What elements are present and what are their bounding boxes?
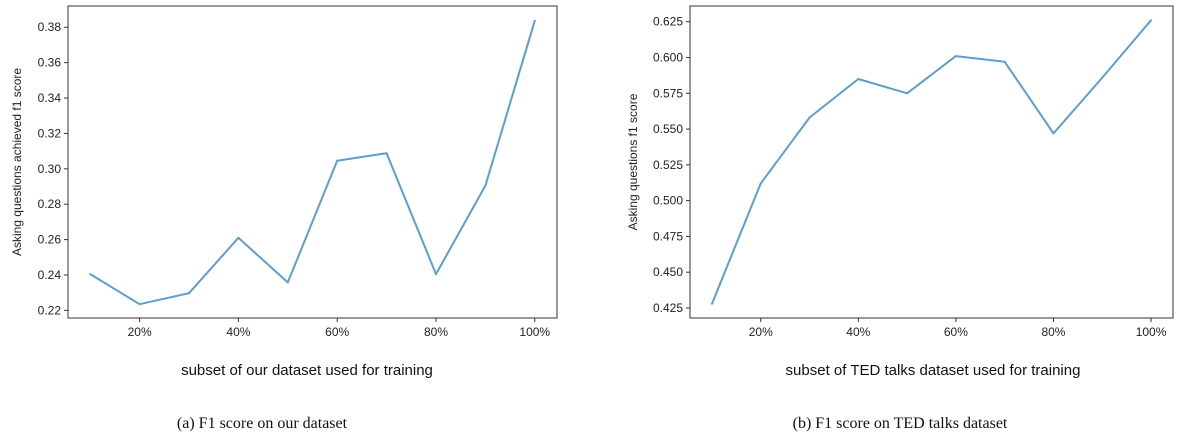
data-point <box>188 292 191 295</box>
y-tick-label: 0.500 <box>653 194 683 208</box>
chart-ted-dataset: 20% 40% 60% 80% 100% 0.425 0.450 0.475 0.500 0.5… <box>626 5 1174 432</box>
data-point <box>1052 132 1055 135</box>
x-tick-label: 60% <box>325 325 349 339</box>
plot-frame <box>67 5 558 319</box>
y-ticks: 0.22 0.24 0.26 0.28 0.30 0.32 0.34 0.36 0.38 <box>38 20 68 317</box>
x-tick-label: 40% <box>846 325 870 339</box>
data-point <box>385 152 388 155</box>
data-point <box>759 182 762 185</box>
y-ticks: 0.425 0.450 0.475 0.500 0.525 0.550 0.575 0.600… <box>653 15 690 315</box>
data-point <box>434 273 437 276</box>
y-tick-label: 0.36 <box>38 56 62 70</box>
data-point <box>1150 19 1153 22</box>
x-tick-label: 100% <box>1136 325 1167 339</box>
y-tick-label: 0.34 <box>38 91 62 105</box>
data-point <box>710 302 713 305</box>
y-tick-label: 0.30 <box>38 162 62 176</box>
x-tick-label: 20% <box>128 325 152 339</box>
data-point <box>138 303 141 306</box>
data-point <box>808 116 811 119</box>
y-tick-label: 0.450 <box>653 265 683 279</box>
y-tick-label: 0.26 <box>38 233 62 247</box>
x-tick-label: 60% <box>944 325 968 339</box>
y-tick-label: 0.525 <box>653 158 683 172</box>
data-point <box>533 19 536 22</box>
chart-our-dataset: 20% 40% 60% 80% 100% 0.22 0.24 0.26 0.28 0.30 0.3… <box>10 5 558 432</box>
x-tick-label: 80% <box>424 325 448 339</box>
data-point <box>954 55 957 58</box>
data-point <box>484 184 487 187</box>
y-tick-label: 0.32 <box>38 126 62 140</box>
series-line <box>89 20 536 306</box>
data-point <box>336 159 339 162</box>
caption: (a) F1 score on our dataset <box>177 415 348 432</box>
x-ticks: 20% 40% 60% 80% 100% <box>749 318 1167 339</box>
plot-frame <box>689 5 1174 319</box>
data-point <box>89 273 92 276</box>
y-tick-label: 0.475 <box>653 229 683 243</box>
y-tick-label: 0.625 <box>653 15 683 29</box>
x-ticks: 20% 40% 60% 80% 100% <box>128 318 550 339</box>
data-point <box>1101 76 1104 79</box>
y-axis-label: Asking questions achieved f1 score <box>10 68 24 256</box>
y-tick-label: 0.600 <box>653 51 683 65</box>
y-axis-label: Asking questions f1 score <box>626 93 640 230</box>
x-axis-label: subset of our dataset used for training <box>181 362 433 379</box>
y-tick-label: 0.550 <box>653 122 683 136</box>
series-line <box>711 19 1152 305</box>
y-tick-label: 0.575 <box>653 86 683 100</box>
x-axis-label: subset of TED talks dataset used for tra… <box>786 362 1081 379</box>
x-tick-label: 80% <box>1041 325 1065 339</box>
y-tick-label: 0.22 <box>38 303 62 317</box>
data-point <box>237 236 240 239</box>
y-tick-label: 0.28 <box>38 197 62 211</box>
caption: (b) F1 score on TED talks dataset <box>793 415 1008 432</box>
data-point <box>857 77 860 80</box>
data-point <box>906 92 909 95</box>
x-tick-label: 40% <box>226 325 250 339</box>
x-tick-label: 20% <box>749 325 773 339</box>
y-tick-label: 0.24 <box>38 268 62 282</box>
data-point <box>286 281 289 284</box>
x-tick-label: 100% <box>519 325 550 339</box>
y-tick-label: 0.38 <box>38 20 62 34</box>
data-point <box>1003 60 1006 63</box>
y-tick-label: 0.425 <box>653 301 683 315</box>
